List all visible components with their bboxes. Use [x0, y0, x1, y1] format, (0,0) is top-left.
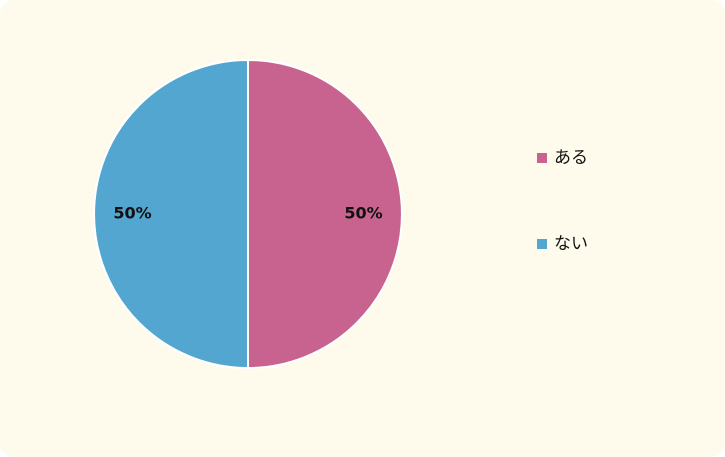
- legend-label: ない: [554, 234, 588, 254]
- legend-swatch: [537, 239, 547, 249]
- pie-slice: [247, 58, 403, 370]
- value-label: 50%: [344, 204, 382, 223]
- pie-slice: [93, 58, 249, 370]
- value-label: 50%: [113, 204, 151, 223]
- legend-label: ある: [554, 148, 588, 168]
- legend-swatch: [537, 153, 547, 163]
